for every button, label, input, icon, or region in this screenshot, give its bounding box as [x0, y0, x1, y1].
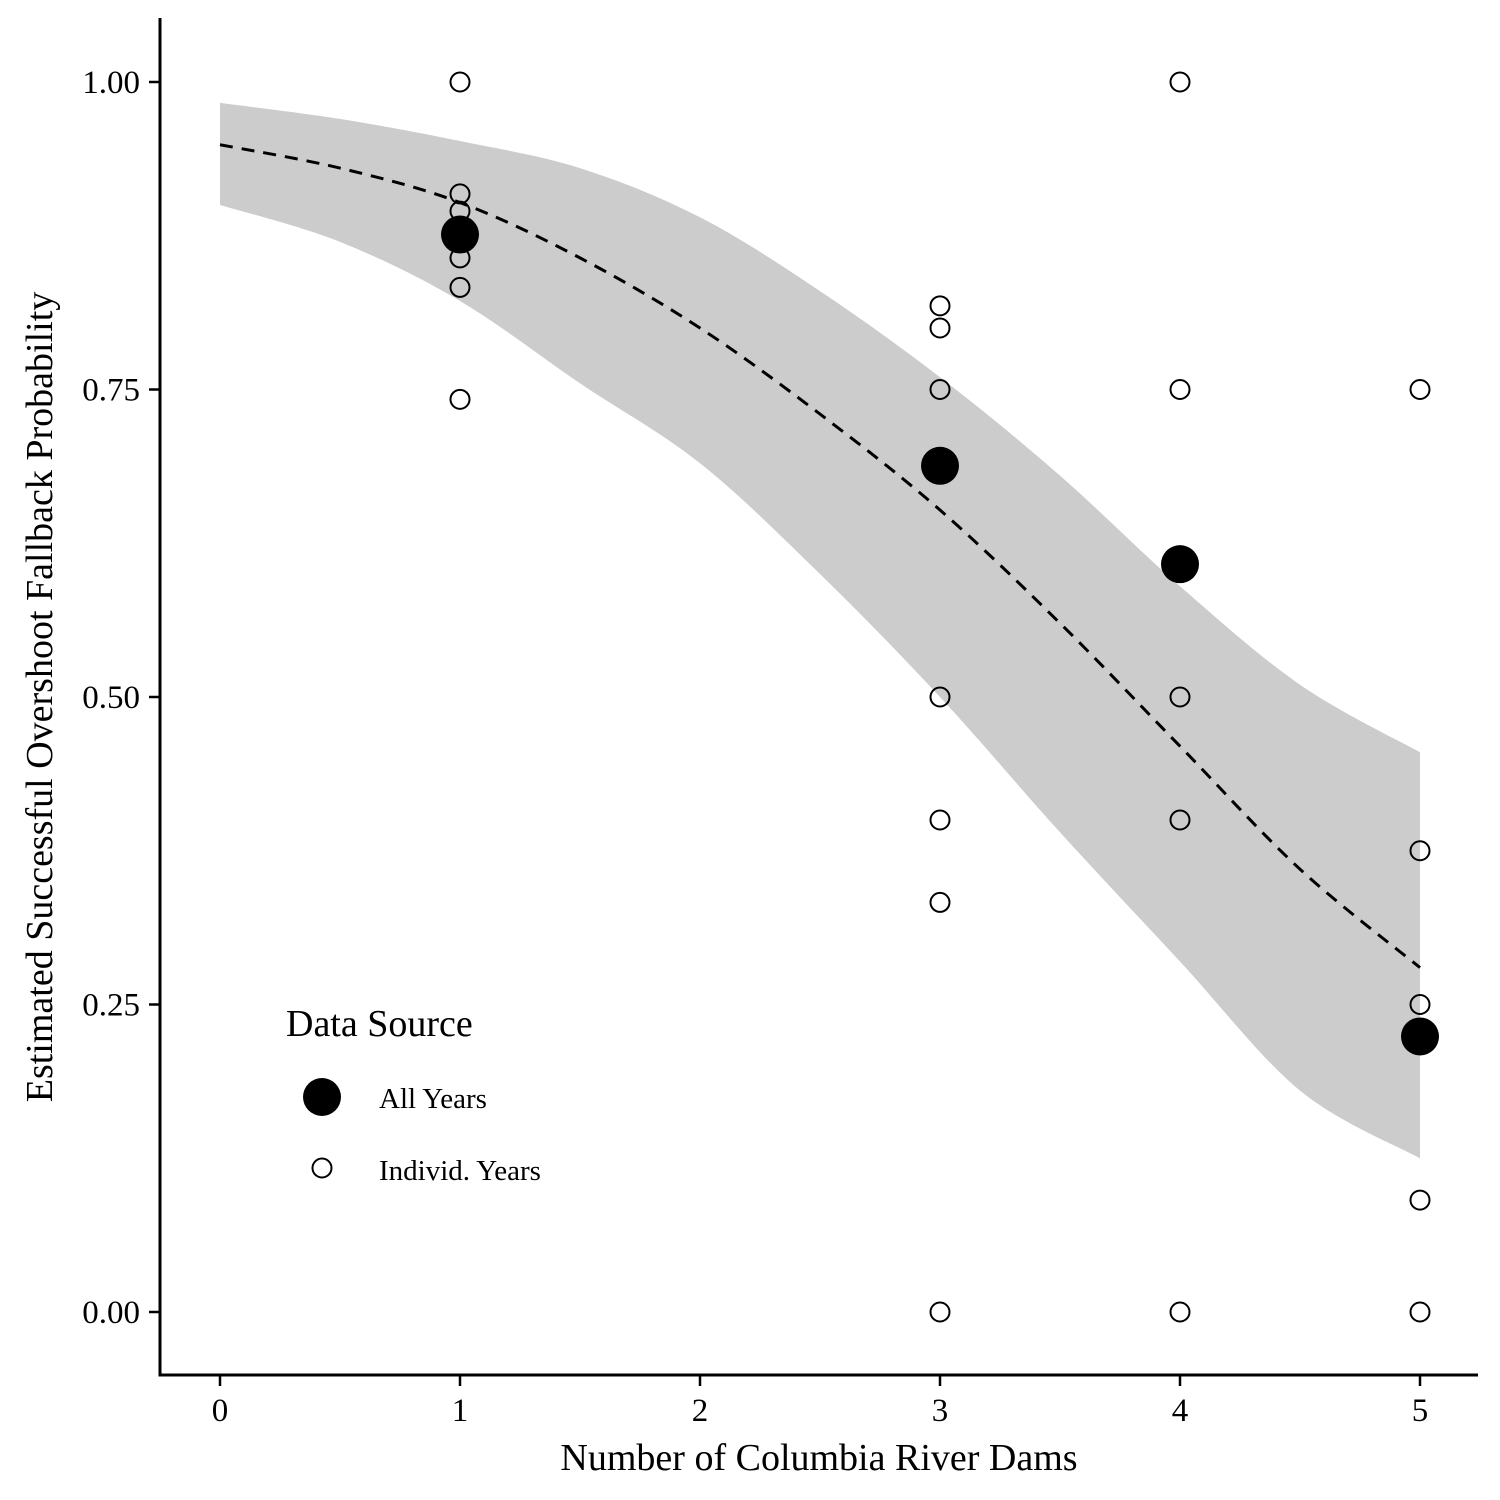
- x-tick-label: 4: [1172, 1393, 1189, 1429]
- ci-band: [220, 102, 1420, 1159]
- legend-key-individ-years: [311, 1157, 333, 1179]
- point-individ-years: [1409, 379, 1431, 400]
- point-individ-years: [1169, 809, 1191, 831]
- ticks: 0.00 0.25 0.50 0.75 1.00 0 1 2 3 4 5: [82, 65, 1428, 1429]
- point-individ-years: [929, 317, 951, 339]
- x-tick-label: 1: [452, 1393, 469, 1429]
- x-tick-label: 0: [212, 1393, 229, 1429]
- point-individ-years: [449, 71, 471, 93]
- point-individ-years: [1169, 686, 1191, 708]
- y-tick-label: 0.50: [82, 680, 140, 716]
- point-individ-years: [929, 686, 951, 708]
- point-individ-years: [929, 295, 951, 317]
- point-individ-years: [449, 276, 471, 298]
- point-individ-years: [1409, 840, 1431, 862]
- point-individ-years: [929, 379, 951, 400]
- point-all-years: [1161, 545, 1199, 584]
- point-individ-years: [929, 809, 951, 831]
- point-individ-years: [449, 388, 471, 410]
- legend-label-individ-years: Individ. Years: [379, 1155, 541, 1187]
- point-individ-years: [929, 1301, 951, 1323]
- y-tick-label: 0.00: [82, 1295, 140, 1331]
- point-individ-years: [1409, 1189, 1431, 1211]
- y-axis-title: Estimated Successful Overshoot Fallback …: [19, 292, 61, 1103]
- y-tick-label: 1.00: [82, 65, 140, 101]
- y-tick-label: 0.25: [82, 988, 140, 1024]
- ci-band-layer: [220, 102, 1420, 1159]
- point-individ-years: [1409, 994, 1431, 1015]
- point-all-years: [1401, 1017, 1439, 1056]
- points-layer: [441, 71, 1439, 1323]
- legend-label-all-years: All Years: [379, 1083, 487, 1115]
- fit-line: [219, 143, 1421, 969]
- x-tick-label: 2: [692, 1393, 709, 1429]
- x-axis-title: Number of Columbia River Dams: [560, 1437, 1077, 1479]
- point-all-years: [441, 215, 479, 254]
- point-individ-years: [1409, 1301, 1431, 1323]
- x-tick-label: 5: [1412, 1393, 1429, 1429]
- y-tick-label: 0.75: [82, 373, 140, 409]
- point-all-years: [921, 446, 959, 485]
- fit-line-layer: [219, 143, 1421, 969]
- legend-key-all-years: [303, 1078, 341, 1116]
- point-individ-years: [1169, 379, 1191, 400]
- legend-title: Data Source: [286, 1003, 473, 1045]
- point-individ-years: [1169, 1301, 1191, 1323]
- point-individ-years: [1169, 71, 1191, 93]
- x-tick-label: 3: [932, 1393, 949, 1429]
- point-individ-years: [449, 183, 471, 205]
- point-individ-years: [929, 891, 951, 913]
- legend: Data Source All Years Individ. Years: [286, 1003, 541, 1187]
